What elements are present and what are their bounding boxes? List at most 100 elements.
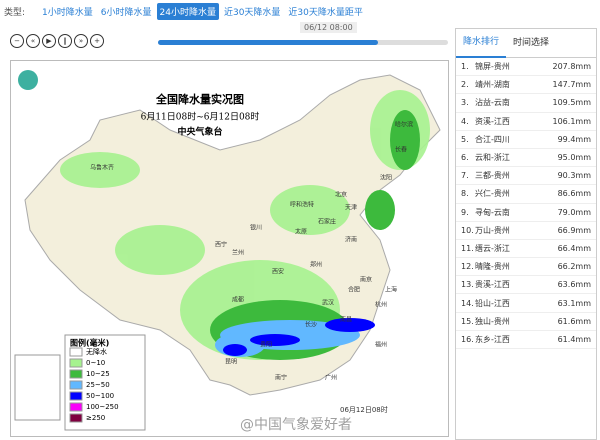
rank: 15. [461, 316, 474, 326]
legend-swatch [69, 402, 83, 412]
ranking-row[interactable]: 10. 万山-贵州 66.9mm [456, 222, 596, 240]
logo [18, 70, 38, 90]
map: 全国降水量实况图 6月11日08时~6月12日08时 中央气象台 图例(毫米) … [10, 60, 449, 437]
ranking-row[interactable]: 3. 沾益-云南 109.5mm [456, 94, 596, 113]
time-slider[interactable] [158, 40, 448, 45]
station: 东乡-江西 [475, 334, 510, 344]
rank: 11. [461, 243, 474, 253]
rank: 8. [461, 189, 469, 199]
map-org: 中央气象台 [177, 126, 222, 138]
city-label: 南京 [360, 276, 372, 284]
legend-title: 图例(毫米) [70, 338, 109, 348]
city-label: 济南 [345, 236, 357, 244]
city-label: 西宁 [215, 241, 227, 249]
rank: 14. [461, 298, 474, 308]
side-panel: 降水排行 时间选择 1. 锦屏-贵州 207.8mm 2. 靖州-湖南 147.7mm 3. 沾益… [455, 28, 597, 440]
rank: 3. [461, 98, 469, 108]
city-label: 太原 [295, 228, 307, 236]
city-label: 南昌 [340, 316, 352, 324]
amount: 147.7mm [552, 80, 592, 90]
city-label: 长沙 [305, 321, 317, 329]
ranking-row[interactable]: 14. 铅山-江西 63.1mm [456, 294, 596, 313]
station: 锦屏-贵州 [475, 62, 510, 72]
first[interactable]: « [26, 34, 40, 48]
amount: 95.0mm [557, 153, 591, 163]
city-label: 哈尔滨 [395, 121, 413, 129]
amount: 79.0mm [557, 207, 591, 217]
type-tab[interactable]: 1小时降水量 [42, 7, 93, 18]
map-subtitle: 6月11日08时~6月12日08时 [141, 111, 260, 123]
amount: 61.4mm [557, 334, 591, 344]
legend-label: ≥250 [86, 414, 105, 422]
rank: 5. [461, 134, 469, 144]
type-label: 类型: [4, 7, 26, 18]
zoom-in[interactable]: + [90, 34, 104, 48]
map-timestamp: 06月12日08时 [340, 405, 388, 414]
legend-swatch [69, 413, 83, 423]
ranking-row[interactable]: 12. 晴隆-贵州 66.2mm [456, 258, 596, 277]
legend-label: 无降水 [86, 347, 107, 356]
rank: 7. [461, 171, 469, 181]
ranking-row[interactable]: 7. 三都-贵州 90.3mm [456, 167, 596, 186]
ranking-row[interactable]: 5. 合江-四川 99.4mm [456, 131, 596, 149]
station: 靖州-湖南 [475, 80, 510, 90]
play[interactable]: ▶ [42, 34, 56, 48]
amount: 61.6mm [557, 316, 591, 326]
city-label: 天津 [345, 205, 357, 212]
city-label: 长春 [395, 146, 407, 154]
rank: 9. [461, 207, 469, 217]
ranking-row[interactable]: 8. 兴仁-贵州 86.6mm [456, 185, 596, 204]
city-label: 北京 [335, 191, 347, 199]
rank: 6. [461, 153, 469, 163]
ranking-row[interactable]: 16. 东乡-江西 61.4mm [456, 331, 596, 349]
ranking-list: 1. 锦屏-贵州 207.8mm 2. 靖州-湖南 147.7mm 3. 沾益-云南 109.5… [456, 58, 596, 349]
type-tab[interactable]: 6小时降水量 [100, 7, 152, 18]
legend-label: 50~100 [86, 392, 114, 400]
ranking-row[interactable]: 4. 资溪-江西 106.1mm [456, 113, 596, 131]
ranking-row[interactable]: 11. 缙云-浙江 66.4mm [456, 240, 596, 259]
type-tab[interactable]: 近30天降水量 [223, 7, 281, 18]
type-tab[interactable]: 近30天降水量距平 [288, 7, 363, 18]
panel-tab[interactable]: 降水排行 [456, 28, 507, 58]
rank: 13. [461, 280, 474, 290]
amount: 109.5mm [552, 98, 592, 108]
amount: 86.6mm [557, 189, 591, 199]
station: 独山-贵州 [475, 316, 510, 326]
rank: 1. [461, 62, 469, 72]
city-label: 乌鲁木齐 [90, 164, 114, 172]
legend-swatch [69, 380, 83, 390]
map-title: 全国降水量实况图 [155, 92, 244, 106]
ranking-row[interactable]: 2. 靖州-湖南 147.7mm [456, 76, 596, 95]
panel-tab[interactable]: 时间选择 [513, 38, 550, 48]
city-label: 广州 [325, 374, 337, 382]
station: 缙云-浙江 [475, 243, 510, 253]
ranking-row[interactable]: 9. 寻甸-云南 79.0mm [456, 204, 596, 222]
pause[interactable]: ‖ [58, 34, 72, 48]
city-label: 郑州 [310, 261, 322, 269]
rank: 16. [461, 334, 474, 344]
last[interactable]: » [74, 34, 88, 48]
rank: 2. [461, 80, 469, 90]
ranking-row[interactable]: 1. 锦屏-贵州 207.8mm [456, 58, 596, 77]
city-label: 合肥 [348, 286, 360, 294]
city-label: 武汉 [322, 299, 334, 307]
ranking-row[interactable]: 15. 独山-贵州 61.6mm [456, 313, 596, 331]
legend-label: 0~10 [86, 359, 105, 367]
ranking-row[interactable]: 6. 云和-浙江 95.0mm [456, 149, 596, 168]
city-label: 银川 [250, 224, 262, 232]
toolbar: 类型: 1小时降水量 6小时降水量 24小时降水量 近30天降水量 近30天降水量距平 [0, 0, 600, 22]
legend-swatch [69, 347, 83, 357]
amount: 66.4mm [557, 243, 591, 253]
station: 资溪-江西 [475, 116, 510, 126]
city-label: 贵阳 [260, 341, 272, 349]
amount: 63.6mm [557, 280, 591, 290]
rank: 4. [461, 116, 469, 126]
zoom-out[interactable]: − [10, 34, 24, 48]
city-label: 上海 [385, 286, 397, 294]
watermark: @中国气象爱好者 [240, 417, 352, 433]
ranking-row[interactable]: 13. 贵溪-江西 63.6mm [456, 276, 596, 295]
city-label: 兰州 [232, 249, 244, 257]
type-tab[interactable]: 24小时降水量 [156, 2, 219, 20]
city-label: 南宁 [275, 374, 287, 382]
